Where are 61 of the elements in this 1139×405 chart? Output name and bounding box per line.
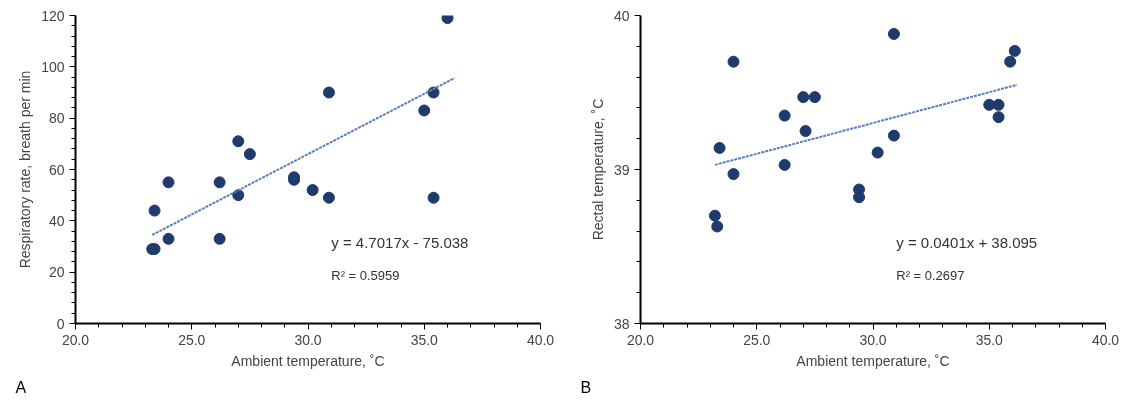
y-tick-label: 60 xyxy=(48,161,65,178)
x-tick-label: 40.0 xyxy=(526,331,555,348)
point xyxy=(427,191,440,204)
point xyxy=(713,141,726,154)
annotation: y = 0.0401x + 38.095 xyxy=(896,234,1038,252)
point xyxy=(1004,55,1017,68)
x-tick-label: 20.0 xyxy=(61,331,90,348)
y-tick-label: 39 xyxy=(613,161,630,178)
point xyxy=(778,158,791,171)
text: A xyxy=(15,378,27,396)
point xyxy=(887,27,900,40)
x-tick-label: 30.0 xyxy=(859,331,887,348)
point xyxy=(808,91,821,104)
y-tick-label: 120 xyxy=(41,7,65,24)
x-tick-label: 30.0 xyxy=(294,331,322,348)
x-tick-label: 40.0 xyxy=(1091,331,1120,348)
y-tick-label: 40 xyxy=(48,212,65,229)
point xyxy=(232,135,245,148)
point xyxy=(778,109,791,122)
y-tick-label: 100 xyxy=(41,58,65,75)
point xyxy=(887,129,900,142)
y-axis-title: Rectal temperature, ˚C xyxy=(589,98,606,241)
point xyxy=(1008,44,1021,57)
text: B xyxy=(580,378,592,396)
x-tick-label: 35.0 xyxy=(975,331,1004,348)
point xyxy=(148,204,161,217)
point xyxy=(797,91,810,104)
x-tick-label: 20.0 xyxy=(626,331,655,348)
y-tick-label: 40 xyxy=(613,7,630,24)
point xyxy=(322,86,335,99)
point xyxy=(306,184,319,197)
point xyxy=(871,146,884,159)
point xyxy=(727,55,740,68)
x-axis-title: Ambient temperature, ˚C xyxy=(231,352,385,369)
x-tick-label: 25.0 xyxy=(743,331,771,348)
point xyxy=(162,176,175,189)
point xyxy=(992,111,1005,124)
point xyxy=(243,148,256,161)
point xyxy=(322,191,335,204)
point xyxy=(711,220,724,233)
x-axis-title: Ambient temperature, ˚C xyxy=(796,352,950,369)
annotation: R² = 0.5959 xyxy=(331,267,400,283)
point xyxy=(213,176,226,189)
y-tick-label: 38 xyxy=(613,315,630,332)
y-tick-label: 0 xyxy=(56,315,65,332)
point xyxy=(213,232,226,245)
point xyxy=(992,98,1005,111)
x-tick-label: 25.0 xyxy=(178,331,206,348)
point xyxy=(441,15,454,25)
point xyxy=(708,209,721,222)
point xyxy=(232,189,245,202)
point xyxy=(799,125,812,137)
annotation: R² = 0.2697 xyxy=(896,267,965,283)
point xyxy=(727,168,740,181)
y-axis-title: Respiratory rate, breath per min xyxy=(17,70,34,269)
y-tick-label: 20 xyxy=(48,264,65,281)
point xyxy=(418,104,431,117)
annotation: y = 4.7017x - 75.038 xyxy=(331,234,469,252)
y-tick-label: 80 xyxy=(48,110,65,127)
point xyxy=(162,232,175,245)
x-tick-label: 35.0 xyxy=(410,331,439,348)
